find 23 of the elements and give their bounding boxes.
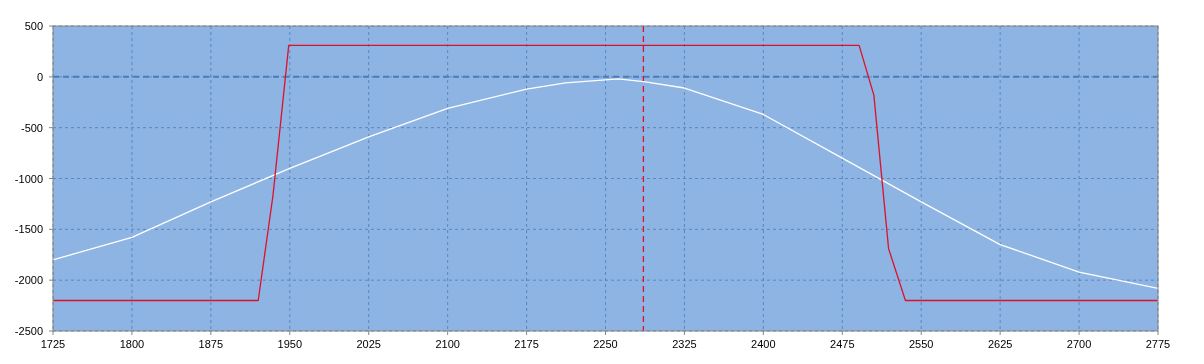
y-tick-label: -1500: [14, 223, 43, 236]
x-tick-label: 2250: [593, 338, 618, 350]
x-tick-label: 2400: [751, 338, 776, 350]
y-tick-label: -2000: [14, 274, 43, 287]
x-tick-label: 2100: [435, 338, 460, 350]
x-tick-label: 2325: [672, 338, 697, 350]
x-tick-label: 2550: [908, 338, 934, 350]
x-tick-label: 2775: [1145, 338, 1171, 350]
x-tick-label: 1800: [119, 338, 145, 350]
x-tick-label: 1875: [198, 338, 224, 350]
y-tick-label: 500: [24, 20, 43, 32]
x-tick-label: 2625: [987, 338, 1013, 350]
x-tick-label: 2475: [830, 338, 855, 350]
x-tick-label: 2700: [1066, 338, 1092, 350]
line-series: [52, 78, 1159, 289]
x-tick-label: 2175: [514, 338, 539, 350]
y-tick-label: -2500: [14, 325, 43, 337]
y-tick-label: 0: [36, 70, 43, 83]
y-tick-label: -1000: [14, 172, 43, 185]
x-tick-label: 2025: [356, 338, 381, 350]
x-tick-label: 1950: [277, 338, 303, 350]
y-tick-label: -500: [20, 121, 43, 134]
x-tick-label: 1725: [40, 338, 66, 350]
